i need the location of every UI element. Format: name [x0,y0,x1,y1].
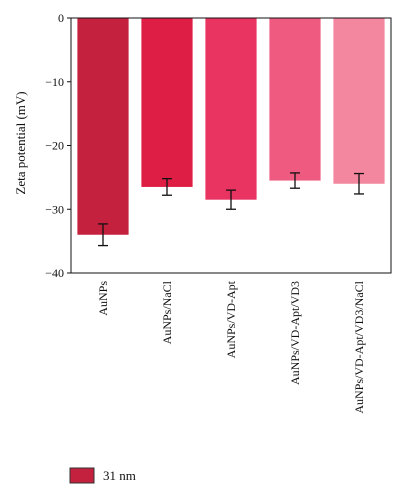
bar-3 [269,18,321,181]
plot-area: AuNPs AuNPs/NaCl AuNPs/VD-Apt AuNPs/VD-Apt/… [45,11,392,414]
legend: 31 nm [69,467,136,484]
x-tick-label-2: AuNPs/VD-Apt [224,280,238,358]
y-tick-label-2: −20 [45,139,64,153]
y-tick-label-4: −40 [45,266,64,280]
x-tick-label-4: AuNPs/VD-Apt/VD3/NaCl [352,280,366,413]
bar-2 [205,18,257,200]
x-tick-label-3: AuNPs/VD-Apt/VD3 [288,281,302,385]
y-axis-label: Zeta potential (mV) [13,91,28,194]
legend-label: 31 nm [103,468,136,483]
bar-1 [141,18,193,187]
bar-4 [333,18,385,184]
y-tick-label-0: 0 [58,11,64,25]
x-tick-label-1: AuNPs/NaCl [160,280,174,344]
legend-swatch [69,467,95,484]
x-tick-label-0: AuNPs [96,281,110,316]
bar-0 [77,18,129,235]
y-tick-label-1: −10 [45,75,64,89]
y-tick-label-3: −30 [45,202,64,216]
